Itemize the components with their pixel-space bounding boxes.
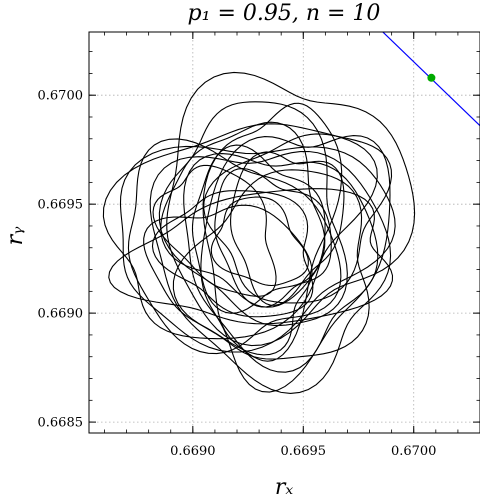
ticks	[89, 32, 480, 433]
x-tick-label: 0.6690	[170, 444, 216, 459]
trajectory-loop	[210, 196, 309, 287]
trajectory-loop	[214, 167, 332, 308]
trajectory-loop	[160, 121, 326, 308]
green-marker	[427, 73, 436, 82]
trajectory-loop	[172, 169, 370, 360]
plot-frame	[88, 31, 480, 434]
chart-title: p₁ = 0.95, n = 10	[188, 1, 381, 26]
y-tick-label: 0.6695	[38, 198, 84, 213]
trajectory-loop	[151, 190, 314, 318]
trajectory-loop	[158, 101, 348, 327]
trajectory-loop	[166, 71, 416, 347]
trajectory-loop	[203, 133, 393, 304]
trajectory-loop	[183, 152, 379, 373]
plot-area	[102, 32, 480, 394]
y-tick-label: 0.6685	[38, 416, 84, 431]
y-axis-label: rᵧ	[3, 226, 28, 246]
trajectory-loop	[119, 145, 396, 353]
y-tick-label: 0.6700	[38, 89, 84, 104]
trajectory-loop	[230, 151, 345, 306]
x-axis-label: rₓ	[275, 475, 294, 500]
trajectory-loop	[108, 188, 394, 325]
y-tick-label: 0.6690	[38, 307, 84, 322]
trajectory-loop	[152, 164, 277, 297]
trajectory-loop	[143, 204, 313, 356]
trajectory-loop	[149, 150, 392, 394]
grid	[89, 32, 480, 433]
tick-labels: 0.6690 0.6695 0.6700 0.6685 0.6690 0.6695 0.67…	[38, 89, 437, 459]
trajectory-loop	[202, 102, 343, 362]
trajectory-loop	[191, 144, 326, 314]
x-tick-label: 0.6695	[281, 444, 327, 459]
trajectory-loop	[127, 138, 342, 355]
trajectory-loop	[200, 135, 391, 393]
x-tick-label: 0.6700	[391, 444, 437, 459]
